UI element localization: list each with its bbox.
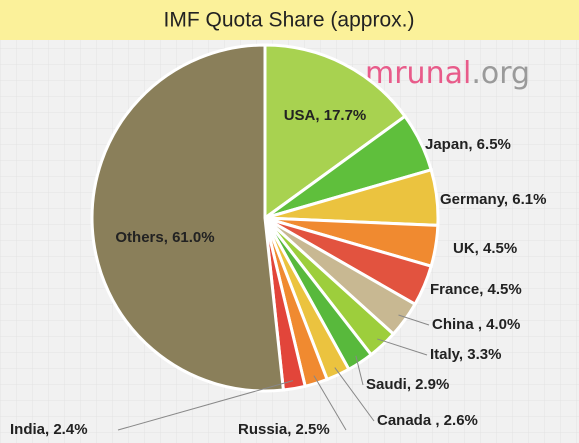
data-label: Russia, 2.5% [238, 421, 330, 438]
data-label: USA, 17.7% [284, 107, 367, 124]
watermark-suffix: .org [471, 56, 530, 91]
data-label: Saudi, 2.9% [366, 376, 449, 393]
watermark: mrunal.org [365, 56, 530, 91]
data-label: UK, 4.5% [453, 240, 517, 257]
leader-line [355, 355, 364, 386]
data-label: Canada , 2.6% [377, 412, 478, 429]
data-label: Others, 61.0% [115, 229, 214, 246]
pie-slice [90, 43, 286, 393]
leader-line [377, 338, 428, 356]
leader-line [398, 314, 430, 326]
data-label: Germany, 6.1% [440, 191, 546, 208]
labels: USA, 17.7% Japan, 6.5% Germany, 6.1% UK, 4.… [10, 107, 546, 438]
leader-line [313, 375, 347, 431]
title-band [0, 0, 579, 40]
leader-line [117, 380, 294, 431]
data-label: India, 2.4% [10, 421, 88, 438]
leader-line [334, 367, 375, 422]
data-label: Japan, 6.5% [425, 136, 511, 153]
data-label: China , 4.0% [432, 316, 520, 333]
chart-title: IMF Quota Share (approx.) [164, 9, 415, 32]
data-label: France, 4.5% [430, 281, 522, 298]
watermark-main: mrunal [365, 56, 471, 91]
pie [90, 43, 440, 393]
pie-slice [263, 43, 408, 221]
data-label: Italy, 3.3% [430, 346, 501, 363]
